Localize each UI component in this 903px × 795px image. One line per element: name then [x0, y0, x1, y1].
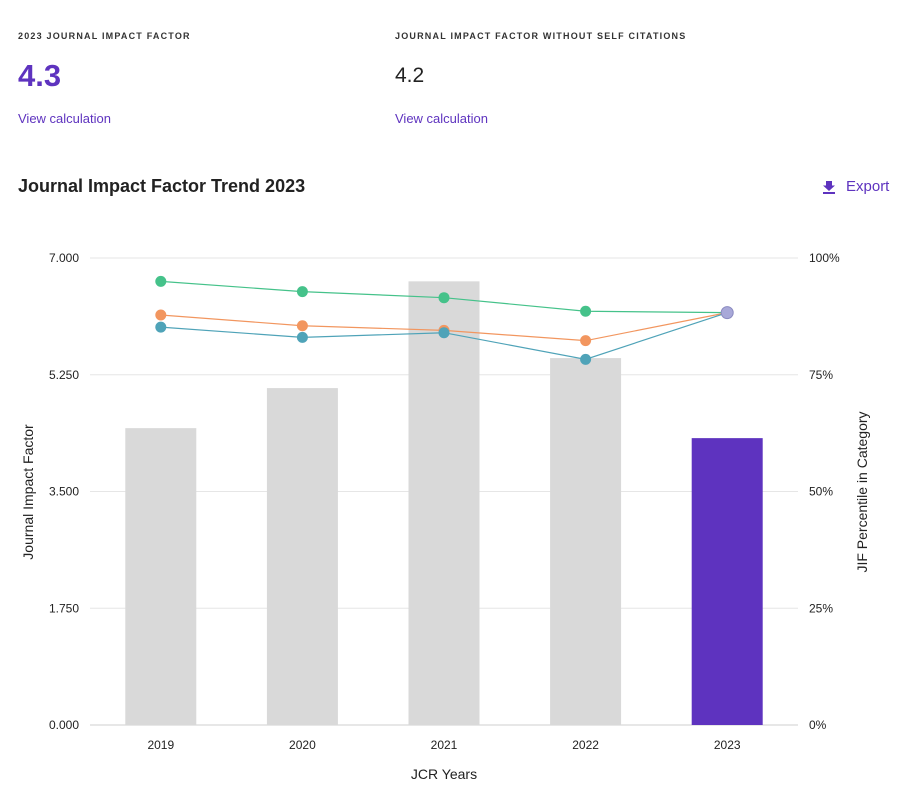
x-tick-label: 2020: [289, 738, 316, 752]
y-tick-label: 7.000: [49, 251, 79, 265]
percentile-point: [580, 353, 592, 365]
percentile-point: [296, 286, 308, 298]
percentile-point: [155, 309, 167, 321]
x-axis-label: JCR Years: [411, 766, 477, 782]
y2-tick-label: 50%: [809, 485, 833, 499]
x-tick-label: 2021: [431, 738, 458, 752]
y2-axis-label: JIF Percentile in Category: [854, 411, 870, 572]
percentile-point: [438, 292, 450, 304]
y-tick-label: 3.500: [49, 485, 79, 499]
y-axis-label: Journal Impact Factor: [20, 424, 36, 560]
bar-2019: [125, 428, 197, 725]
jif-no-self-metric-label: JOURNAL IMPACT FACTOR WITHOUT SELF CITAT…: [395, 31, 687, 41]
jif-no-self-metric-value: 4.2: [395, 64, 425, 87]
percentile-point: [580, 335, 592, 347]
y-tick-label: 5.250: [49, 368, 79, 382]
y2-tick-label: 25%: [809, 601, 833, 615]
percentile-point-current: [720, 306, 734, 320]
bar-2022: [550, 358, 622, 725]
percentile-point: [438, 327, 450, 339]
percentile-point: [296, 331, 308, 343]
y2-tick-label: 75%: [809, 368, 833, 382]
jif-metric-value: 4.3: [18, 58, 62, 93]
x-tick-label: 2023: [714, 738, 741, 752]
chart-section-title: Journal Impact Factor Trend 2023: [18, 176, 306, 196]
percentile-point: [155, 321, 167, 333]
download-icon: [823, 180, 835, 194]
y-tick-label: 0.000: [49, 718, 79, 732]
y-tick-label: 1.750: [49, 601, 79, 615]
export-button[interactable]: Export: [822, 178, 889, 195]
bar-2021: [408, 281, 480, 725]
x-tick-label: 2022: [572, 738, 599, 752]
bar-2023: [691, 438, 763, 725]
jif-no-self-view-calculation-link[interactable]: View calculation: [395, 111, 488, 126]
y2-tick-label: 100%: [809, 251, 840, 265]
percentile-point: [296, 320, 308, 332]
y2-tick-label: 0%: [809, 718, 827, 732]
jif-metric-label: 2023 JOURNAL IMPACT FACTOR: [18, 31, 191, 41]
bar-2020: [266, 388, 338, 725]
x-tick-label: 2019: [147, 738, 174, 752]
export-label: Export: [846, 178, 890, 195]
jif-view-calculation-link[interactable]: View calculation: [18, 111, 111, 126]
percentile-point: [580, 305, 592, 317]
percentile-point: [155, 275, 167, 287]
